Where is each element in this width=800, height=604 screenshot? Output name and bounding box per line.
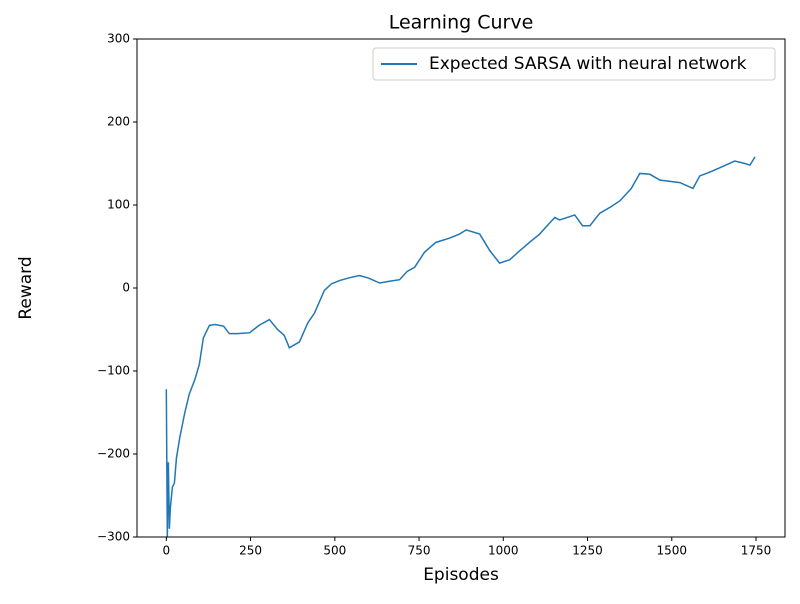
x-tick-label: 1250	[572, 544, 603, 558]
legend-label: Expected SARSA with neural network	[429, 54, 747, 74]
x-axis-label: Episodes	[423, 565, 499, 585]
plot-frame	[136, 38, 786, 538]
line	[165, 156, 756, 537]
x-tick-label: 1500	[657, 544, 688, 558]
x-tick-label: 0	[162, 544, 170, 558]
y-tick-label: −100	[97, 364, 130, 378]
y-tick-label: 100	[107, 198, 130, 212]
y-tick-label: 0	[122, 281, 130, 295]
y-tick-label: 300	[107, 32, 130, 46]
y-tick-label: −300	[97, 530, 130, 544]
y-tick-label: 200	[107, 115, 130, 129]
x-tick-label: 1750	[741, 544, 772, 558]
y-tick-label: −200	[97, 447, 130, 461]
legend-box	[372, 47, 776, 81]
x-tick-label: 500	[323, 544, 346, 558]
x-tick-label: 250	[239, 544, 262, 558]
x-tick-label: 1000	[488, 544, 519, 558]
y-axis-label: Reward	[16, 256, 36, 319]
chart-title: Learning Curve	[389, 12, 534, 34]
x-tick-label: 750	[408, 544, 431, 558]
